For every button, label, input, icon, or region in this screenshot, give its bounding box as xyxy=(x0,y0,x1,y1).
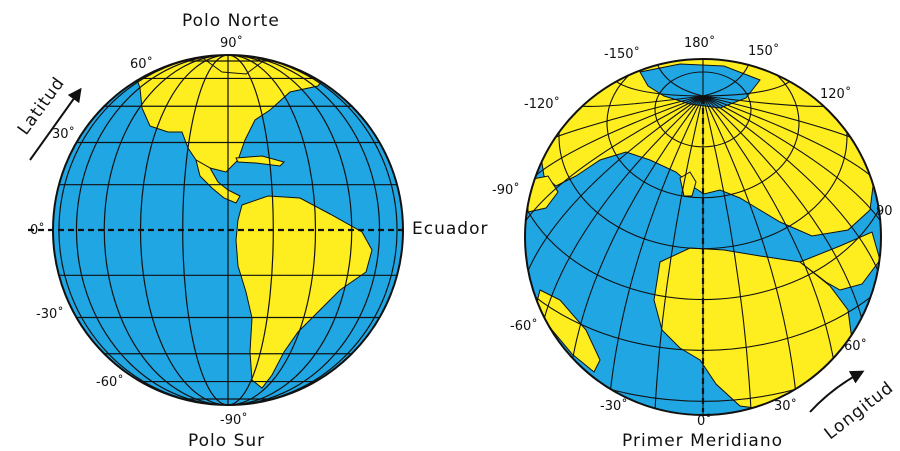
lat-label-s60: -60˚ xyxy=(96,374,124,390)
meridian-line xyxy=(702,95,836,370)
south-pole-label: Polo Sur xyxy=(188,431,265,451)
longitude-globe xyxy=(524,58,882,416)
central-america-landmass xyxy=(195,158,241,204)
meridian-line xyxy=(654,95,704,415)
north-pole-label: Polo Norte xyxy=(182,11,280,31)
lon-label-w150: -150˚ xyxy=(604,46,640,62)
parallel-line xyxy=(606,59,800,199)
lon-label-e150: 150˚ xyxy=(748,43,779,59)
right-globe-outline xyxy=(524,58,882,416)
lon-label-e60: 60˚ xyxy=(844,338,867,354)
south-america-landmass xyxy=(235,195,373,389)
meridian-line xyxy=(702,95,866,331)
lon-label-w90: -90˚ xyxy=(492,182,520,198)
lat-label-n90: 90˚ xyxy=(220,35,243,51)
middle-east-landmass xyxy=(798,231,881,291)
lon-label-e120: 120˚ xyxy=(820,86,851,102)
meridian-line xyxy=(570,95,704,370)
meridian-line xyxy=(609,95,704,399)
lon-label-w120: -120˚ xyxy=(524,96,560,112)
lat-label-n60: 60˚ xyxy=(130,56,153,72)
lon-label-e90: 90 xyxy=(876,204,893,219)
meridian-line xyxy=(702,95,752,415)
parallel-line xyxy=(654,71,752,148)
british-isles xyxy=(679,171,697,197)
lon-label-e30: 30˚ xyxy=(774,398,797,414)
meridian-line xyxy=(540,95,704,331)
lat-label-eq: 0˚ xyxy=(30,222,45,238)
equator-label: Ecuador xyxy=(412,219,488,239)
lat-label-n30: 30˚ xyxy=(52,126,75,142)
lon-label-w30: -30˚ xyxy=(600,398,628,414)
latitude-arrow xyxy=(29,87,82,161)
left-globe-outline xyxy=(52,54,404,406)
lon-label-w60: -60˚ xyxy=(510,318,538,334)
latitude-globe xyxy=(28,54,405,406)
lon-label-zero: 0˚ xyxy=(697,413,712,429)
longitude-arrow xyxy=(809,370,865,413)
longitude-label: Longitud xyxy=(821,378,898,444)
prime-meridian-label: Primer Meridiano xyxy=(622,431,783,451)
lat-label-s90: -90˚ xyxy=(220,412,248,428)
caribbean-island xyxy=(235,155,285,167)
meridian-line xyxy=(702,95,797,399)
lon-label-180: 180˚ xyxy=(684,35,715,51)
lat-label-s30: -30˚ xyxy=(36,306,64,322)
